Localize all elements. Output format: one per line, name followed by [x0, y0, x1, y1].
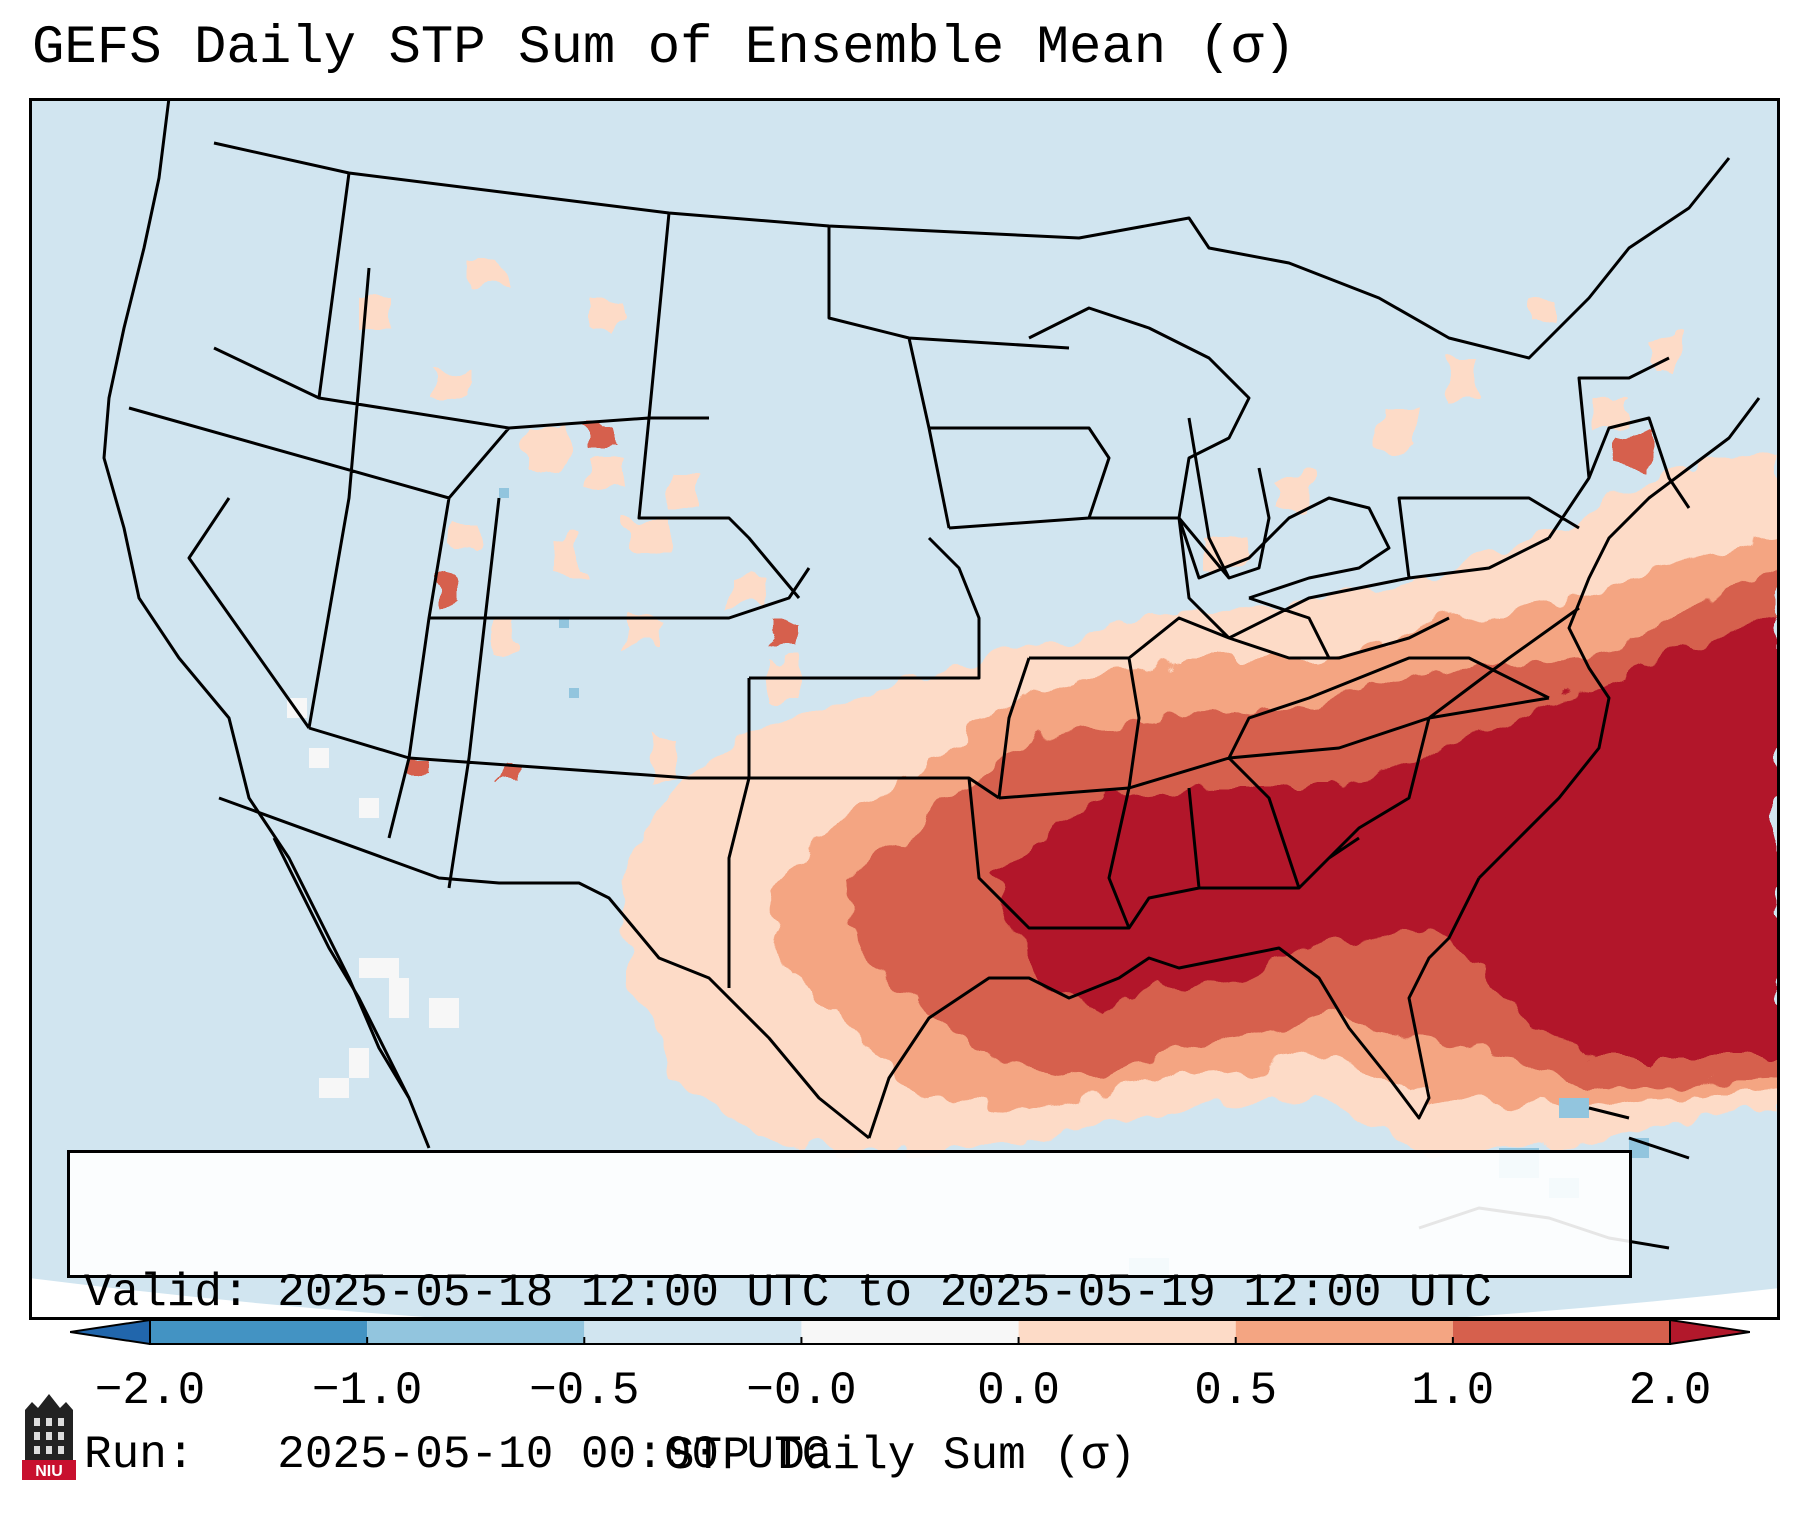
valid-value: 2025-05-18 12:00 UTC to 2025-05-19 12:00…: [277, 1267, 1492, 1319]
colorbar-extend-low: [70, 1319, 151, 1345]
colorbar-label: STP Daily Sum (σ): [666, 1430, 1137, 1482]
logo-tower-icon: [25, 1394, 73, 1460]
political-boundaries: [102, 98, 1761, 1250]
run-row: Run: 2025-05-10 00:00 UTC: [84, 1428, 1615, 1482]
colorbar-segment: [584, 1320, 802, 1344]
atlantic-coastline: [1477, 397, 1761, 880]
colorbar-tick-label: 0.0: [977, 1365, 1060, 1417]
baja-outline: [272, 837, 411, 1099]
colorbar-segment: [1018, 1320, 1236, 1344]
valid-label: Valid:: [84, 1267, 250, 1319]
colorbar-segment: [150, 1320, 368, 1344]
colorbar-tick-label: 0.5: [1194, 1365, 1278, 1417]
run-value: 2025-05-10 00:00 UTC: [277, 1429, 830, 1481]
colorbar-tick-label: −0.5: [529, 1365, 640, 1417]
valid-row: Valid: 2025-05-18 12:00 UTC to 2025-05-1…: [84, 1266, 1615, 1320]
us-mexico-border: [218, 796, 870, 1140]
map-panel: [29, 98, 1780, 1320]
map-frame: [29, 98, 1780, 1320]
logo-text: NIU: [35, 1463, 63, 1480]
colorbar-tick-label: −1.0: [311, 1365, 423, 1417]
chart-title: GEFS Daily STP Sum of Ensemble Mean (σ): [32, 18, 1296, 79]
field-near-zero: [287, 698, 459, 1098]
gulf-coastline: [867, 877, 1481, 1139]
colorbar-segment: [1452, 1320, 1670, 1344]
colorbar-extend-high: [1669, 1319, 1750, 1345]
state-lines: [128, 172, 1691, 988]
field-extreme-offshore: [1499, 618, 1780, 1058]
field-west-scatter: [359, 258, 1679, 1068]
projection-edge-fill: [29, 1278, 1780, 1320]
colorbar-tick-label: 1.0: [1411, 1365, 1495, 1417]
valid-time-box: Valid: 2025-05-18 12:00 UTC to 2025-05-1…: [67, 1150, 1632, 1481]
run-label: Run:: [84, 1429, 195, 1481]
colorbar-segment: [801, 1320, 1019, 1344]
colorbar-tick-label: −0.0: [746, 1365, 857, 1417]
colorbar-segment: [1235, 1320, 1453, 1344]
us-canada-border: [213, 141, 1731, 360]
colorbar: [70, 1319, 1750, 1345]
colorbar-tick-label: 2.0: [1628, 1365, 1712, 1417]
colorbar-segment: [367, 1320, 585, 1344]
field-west-scatter-strong: [409, 428, 1649, 788]
niu-logo: NIU: [22, 1394, 76, 1480]
great-lakes-outline: [1028, 306, 1391, 600]
colorbar-tick-label: −2.0: [94, 1365, 206, 1417]
colorbar-outline: [149, 1319, 1671, 1345]
stp-field: [359, 258, 1780, 1158]
